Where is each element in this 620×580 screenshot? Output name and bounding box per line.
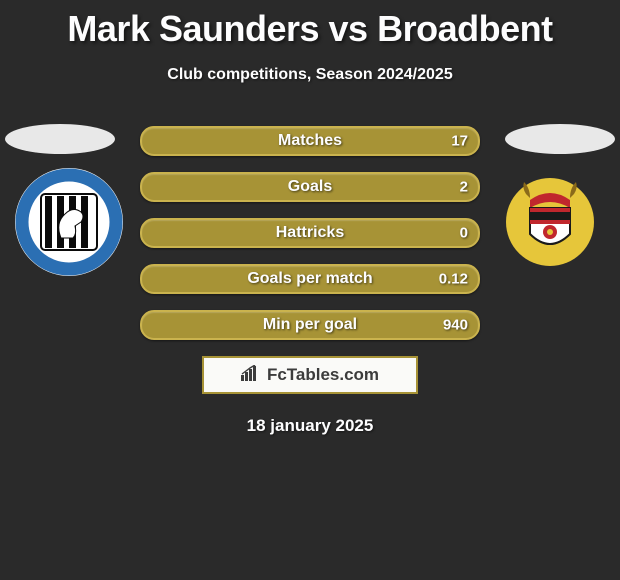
stat-label: Goals per match (247, 270, 372, 288)
club-badge-left (15, 168, 123, 276)
stat-right-value: 940 (443, 317, 468, 334)
stat-label: Min per goal (263, 316, 357, 334)
subtitle: Club competitions, Season 2024/2025 (0, 66, 620, 84)
stats-container: Matches 17 Goals 2 Hattricks 0 Goals per… (140, 126, 480, 340)
player-silhouette-left (5, 124, 115, 154)
stat-right-value: 2 (460, 179, 468, 196)
stat-bar-goals-per-match: Goals per match 0.12 (140, 264, 480, 294)
player-silhouette-right (505, 124, 615, 154)
brand-label: FcTables.com (267, 365, 379, 385)
stat-bar-hattricks: Hattricks 0 (140, 218, 480, 248)
stat-label: Goals (288, 178, 332, 196)
stat-right-value: 17 (451, 133, 468, 150)
stat-label: Matches (278, 132, 342, 150)
brand-box: FcTables.com (202, 356, 418, 394)
stat-bar-min-per-goal: Min per goal 940 (140, 310, 480, 340)
page-title: Mark Saunders vs Broadbent (0, 0, 620, 50)
stat-right-value: 0 (460, 225, 468, 242)
stat-label: Hattricks (276, 224, 344, 242)
stat-right-value: 0.12 (439, 271, 468, 288)
stat-bar-matches: Matches 17 (140, 126, 480, 156)
chart-icon (241, 365, 261, 386)
stat-bar-goals: Goals 2 (140, 172, 480, 202)
club-badge-right (496, 168, 604, 276)
date-label: 18 january 2025 (0, 416, 620, 436)
